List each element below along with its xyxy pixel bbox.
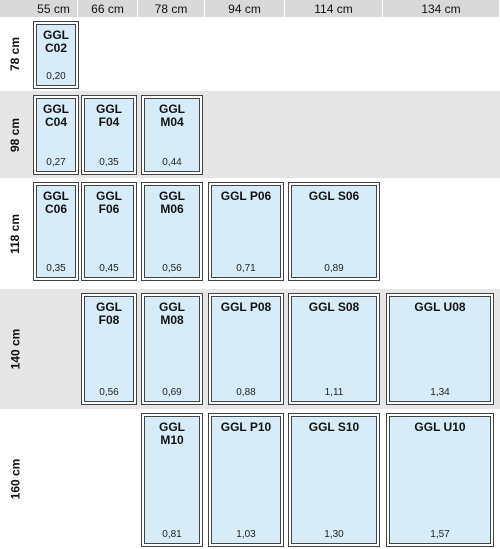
window-glass: GGL P10 1,03 [211,416,281,544]
window-glass: GGL S06 0,89 [291,185,377,278]
window-code: GGL U10 [414,420,466,434]
column-header: 55 cm [30,0,78,17]
window-code: GGL M04 [159,102,185,129]
row-header: 118 cm [0,178,30,289]
window-box: GGL M04 0,44 [141,95,203,175]
window-code: GGL C04 [43,102,69,129]
window-box: GGL F06 0,45 [81,182,137,281]
row-header-label: 118 cm [8,213,23,254]
window-code: GGL F04 [96,102,122,129]
window-code: GGL M06 [159,189,185,216]
window-code: GGL P06 [220,189,272,203]
row-header-label: 160 cm [8,458,23,500]
row-header: 160 cm [0,409,30,549]
window-area: 0,56 [162,263,182,274]
window-glass: GGL M10 0,81 [144,416,200,544]
window-code: GGL S06 [308,189,360,203]
window-code: GGL M10 [159,420,185,447]
column-header-bar [0,0,500,17]
row-header: 78 cm [0,17,30,91]
window-code: GGL M08 [159,300,185,327]
window-box: GGL S08 1,11 [288,293,380,405]
window-box: GGL U10 1,57 [386,413,494,547]
window-area: 0,35 [99,157,119,168]
row-header-label: 98 cm [8,117,22,152]
window-glass: GGL U10 1,57 [389,416,491,544]
row-header: 140 cm [0,289,30,409]
row-band [0,17,500,91]
window-code: GGL C06 [43,189,69,216]
window-area: 0,89 [324,263,344,274]
window-area: 0,88 [236,387,256,398]
window-box: GGL C02 0,20 [33,21,79,89]
window-code: GGL S08 [308,300,360,314]
window-area: 0,69 [162,387,182,398]
window-code: GGL F06 [96,189,122,216]
window-area: 1,11 [324,387,344,398]
window-box: GGL M08 0,69 [141,293,203,405]
window-glass: GGL F08 0,56 [84,296,134,402]
window-glass: GGL C02 0,20 [36,24,76,86]
window-code: GGL P10 [220,420,272,434]
window-glass: GGL P08 0,88 [211,296,281,402]
window-code: GGL S10 [308,420,360,434]
window-box: GGL C06 0,35 [33,182,79,281]
window-glass: GGL C04 0,27 [36,98,76,172]
window-box: GGL P08 0,88 [208,293,284,405]
window-area: 0,35 [46,263,66,274]
window-area: 0,71 [236,263,256,274]
window-code: GGL F08 [96,300,122,327]
window-glass: GGL C06 0,35 [36,185,76,278]
window-box: GGL F08 0,56 [81,293,137,405]
window-box: GGL F04 0,35 [81,95,137,175]
window-box: GGL M06 0,56 [141,182,203,281]
window-glass: GGL S08 1,11 [291,296,377,402]
window-code: GGL C02 [43,28,69,55]
window-area: 1,57 [430,529,450,540]
window-glass: GGL M06 0,56 [144,185,200,278]
window-code: GGL P08 [220,300,272,314]
window-glass: GGL M08 0,69 [144,296,200,402]
window-glass: GGL F06 0,45 [84,185,134,278]
window-area: 0,44 [162,157,182,168]
window-glass: GGL S10 1,30 [291,416,377,544]
window-area: 0,45 [99,263,119,274]
window-glass: GGL P06 0,71 [211,185,281,278]
window-box: GGL U08 1,34 [386,293,494,405]
window-area: 1,03 [236,529,256,540]
window-box: GGL S10 1,30 [288,413,380,547]
column-header: 78 cm [138,0,205,17]
window-box: GGL P06 0,71 [208,182,284,281]
column-header: 114 cm [285,0,383,17]
column-header: 94 cm [205,0,285,17]
window-area: 1,34 [430,387,450,398]
column-header: 66 cm [78,0,138,17]
window-area: 0,81 [162,529,182,540]
window-glass: GGL U08 1,34 [389,296,491,402]
column-header: 134 cm [383,0,500,17]
window-box: GGL S06 0,89 [288,182,380,281]
window-box: GGL C04 0,27 [33,95,79,175]
window-code: GGL U08 [414,300,466,314]
row-header-label: 78 cm [8,36,22,72]
window-box: GGL M10 0,81 [141,413,203,547]
window-area: 0,56 [99,387,119,398]
window-glass: GGL F04 0,35 [84,98,134,172]
window-area: 0,20 [46,71,66,82]
window-area: 0,27 [46,157,66,168]
window-area: 1,30 [324,529,344,540]
row-header-label: 140 cm [8,328,23,370]
row-header: 98 cm [0,91,30,178]
window-glass: GGL M04 0,44 [144,98,200,172]
window-box: GGL P10 1,03 [208,413,284,547]
